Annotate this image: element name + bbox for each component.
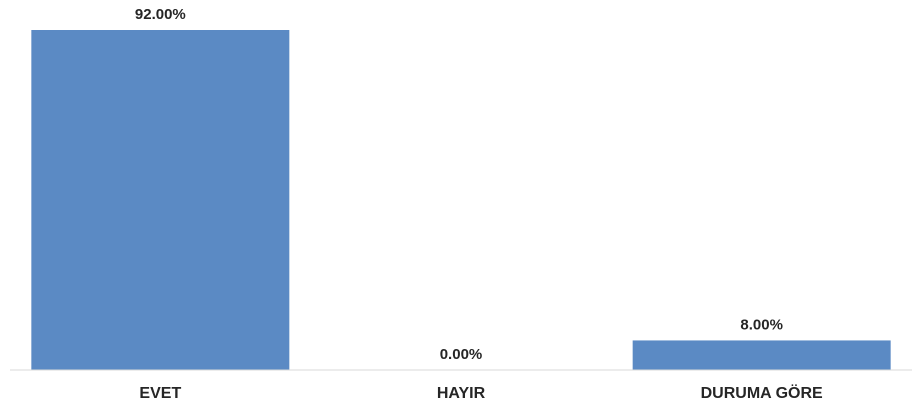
category-labels-group: EVET HAYIR DURUMA GÖRE — [139, 383, 823, 402]
data-label-duruma-g-re: 8.00% — [740, 316, 783, 333]
category-label-evet: EVET — [139, 385, 181, 402]
category-label-hayir: HAYIR — [437, 385, 486, 402]
bars-group — [31, 30, 891, 370]
category-label-duruma-g-re: DURUMA GÖRE — [701, 383, 823, 402]
data-label-hayir: 0.00% — [440, 346, 483, 363]
bar-evet — [31, 30, 290, 370]
value-labels-group: 92.00% 0.00% 8.00% — [135, 6, 783, 363]
bar-duruma-g-re — [632, 340, 891, 370]
data-label-evet: 92.00% — [135, 6, 186, 23]
